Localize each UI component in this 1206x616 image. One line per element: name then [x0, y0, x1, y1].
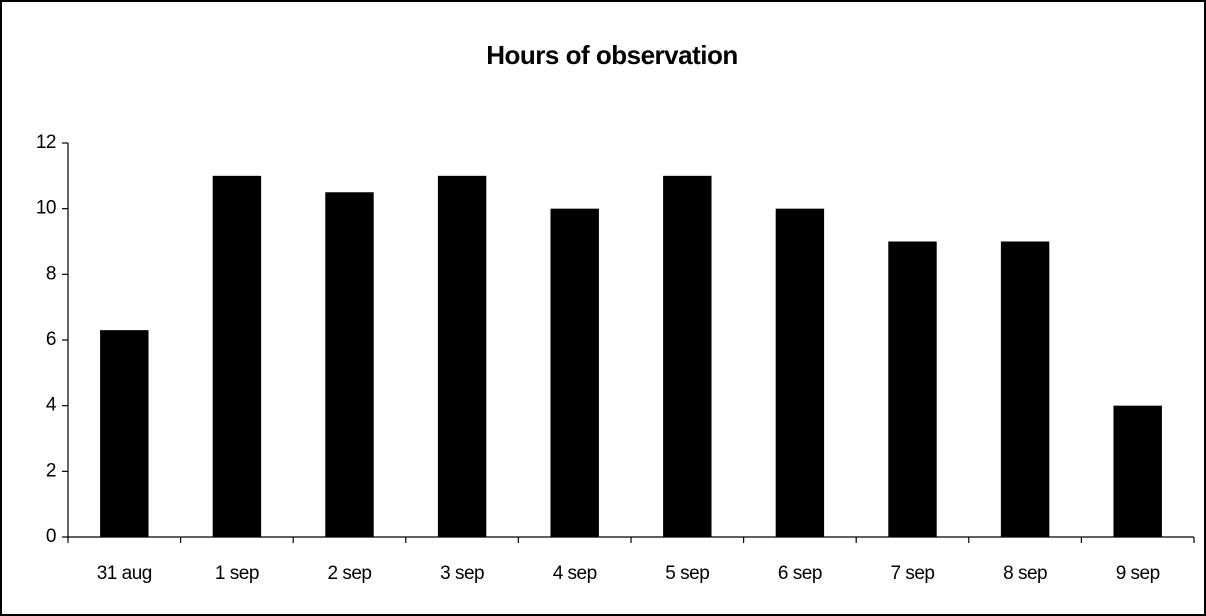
- y-tick-label: 10: [36, 198, 56, 219]
- bar: [437, 175, 487, 538]
- bar: [550, 208, 599, 537]
- bar: [775, 208, 825, 537]
- bar: [663, 175, 712, 538]
- x-tick-label: 6 sep: [778, 563, 822, 584]
- y-tick-label: 2: [46, 460, 56, 481]
- y-tick-label: 6: [46, 329, 56, 350]
- x-tick-label: 2 sep: [328, 563, 372, 584]
- bar: [888, 241, 937, 537]
- y-tick-label: 0: [46, 526, 56, 547]
- y-tick-label: 8: [46, 263, 56, 284]
- y-tick-label: 4: [46, 395, 57, 416]
- bar: [325, 192, 374, 537]
- bar: [1000, 241, 1050, 537]
- x-tick-label: 31 aug: [97, 563, 152, 584]
- x-tick-label: 8 sep: [1003, 563, 1047, 584]
- x-tick-label: 5 sep: [665, 563, 709, 584]
- x-tick-label: 9 sep: [1116, 563, 1160, 584]
- y-tick-label: 12: [36, 132, 56, 153]
- chart-title: Hours of observation: [486, 40, 737, 70]
- bar: [212, 175, 262, 538]
- x-tick-label: 4 sep: [553, 563, 597, 584]
- x-tick-label: 7 sep: [891, 563, 935, 584]
- x-tick-label: 1 sep: [215, 563, 259, 584]
- bar: [1113, 405, 1162, 537]
- x-tick-label: 3 sep: [440, 563, 484, 584]
- bar: [100, 330, 149, 537]
